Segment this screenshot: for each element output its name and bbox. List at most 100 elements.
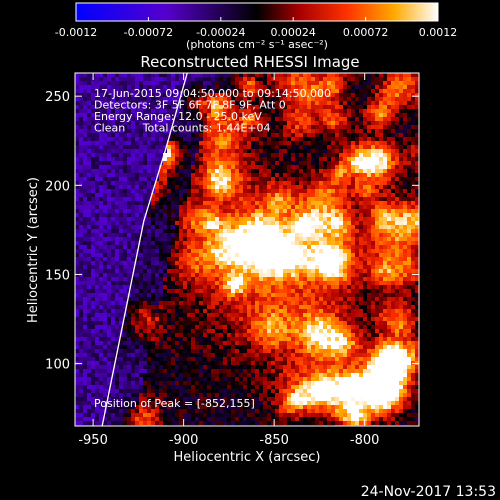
heatmap-cell bbox=[307, 241, 311, 245]
heatmap-cell bbox=[251, 205, 255, 209]
heatmap-cell bbox=[311, 221, 315, 225]
heatmap-cell bbox=[295, 169, 299, 173]
heatmap-cell bbox=[143, 293, 147, 297]
heatmap-cell bbox=[199, 121, 203, 125]
heatmap-cell bbox=[187, 277, 191, 281]
heatmap-cell bbox=[99, 233, 103, 237]
heatmap-cell bbox=[167, 237, 171, 241]
heatmap-cell bbox=[307, 197, 311, 201]
heatmap-cell bbox=[355, 173, 359, 177]
heatmap-cell bbox=[259, 269, 263, 273]
heatmap-cell bbox=[395, 285, 399, 289]
heatmap-cell bbox=[167, 229, 171, 233]
heatmap-cell bbox=[343, 193, 347, 197]
heatmap-cell bbox=[179, 81, 183, 85]
heatmap-cell bbox=[79, 185, 83, 189]
heatmap-cell bbox=[155, 113, 159, 117]
heatmap-cell bbox=[123, 125, 127, 129]
heatmap-cell bbox=[371, 81, 375, 85]
heatmap-cell bbox=[187, 249, 191, 253]
heatmap-cell bbox=[307, 169, 311, 173]
heatmap-cell bbox=[291, 297, 295, 301]
heatmap-cell bbox=[271, 189, 275, 193]
heatmap-cell bbox=[235, 269, 239, 273]
heatmap-cell bbox=[119, 173, 123, 177]
heatmap-cell bbox=[111, 101, 115, 105]
heatmap-cell bbox=[95, 229, 99, 233]
heatmap-cell bbox=[79, 233, 83, 237]
heatmap-cell bbox=[319, 277, 323, 281]
heatmap-cell bbox=[191, 129, 195, 133]
heatmap-cell bbox=[147, 169, 151, 173]
heatmap-cell bbox=[203, 177, 207, 181]
heatmap-cell bbox=[227, 149, 231, 153]
heatmap-cell bbox=[403, 197, 407, 201]
heatmap-cell bbox=[123, 237, 127, 241]
heatmap-cell bbox=[331, 221, 335, 225]
heatmap-cell bbox=[291, 265, 295, 269]
heatmap-cell bbox=[179, 109, 183, 113]
heatmap-cell bbox=[387, 173, 391, 177]
heatmap-cell bbox=[339, 277, 343, 281]
heatmap-cell bbox=[163, 237, 167, 241]
heatmap-cell bbox=[327, 73, 331, 77]
heatmap-cell bbox=[231, 201, 235, 205]
heatmap-cell bbox=[415, 169, 419, 173]
heatmap-cell bbox=[275, 141, 279, 145]
heatmap-cell bbox=[95, 81, 99, 85]
heatmap-cell bbox=[363, 253, 367, 257]
heatmap-cell bbox=[383, 269, 387, 273]
heatmap-cell bbox=[339, 209, 343, 213]
heatmap-cell bbox=[315, 105, 319, 109]
heatmap-cell bbox=[387, 101, 391, 105]
heatmap-cell bbox=[75, 73, 79, 77]
heatmap-cell bbox=[211, 169, 215, 173]
heatmap-cell bbox=[215, 133, 219, 137]
heatmap-cell bbox=[411, 257, 415, 261]
heatmap-cell bbox=[203, 289, 207, 293]
heatmap-cell bbox=[135, 233, 139, 237]
heatmap-cell bbox=[223, 73, 227, 77]
heatmap-cell bbox=[83, 181, 87, 185]
heatmap-cell bbox=[399, 285, 403, 289]
heatmap-cell bbox=[407, 297, 411, 301]
heatmap-cell bbox=[171, 201, 175, 205]
heatmap-cell bbox=[167, 169, 171, 173]
heatmap-cell bbox=[339, 157, 343, 161]
heatmap-cell bbox=[319, 129, 323, 133]
heatmap-cell bbox=[391, 113, 395, 117]
heatmap-cell bbox=[99, 161, 103, 165]
heatmap-cell bbox=[359, 149, 363, 153]
heatmap-cell bbox=[371, 289, 375, 293]
heatmap-cell bbox=[235, 161, 239, 165]
heatmap-cell bbox=[123, 141, 127, 145]
heatmap-cell bbox=[231, 205, 235, 209]
heatmap-cell bbox=[171, 109, 175, 113]
heatmap-cell bbox=[283, 261, 287, 265]
heatmap-cell bbox=[99, 229, 103, 233]
heatmap-cell bbox=[83, 145, 87, 149]
heatmap-cell bbox=[155, 245, 159, 249]
heatmap-cell bbox=[327, 97, 331, 101]
heatmap-cell bbox=[119, 165, 123, 169]
heatmap-cell bbox=[175, 141, 179, 145]
heatmap-cell bbox=[155, 185, 159, 189]
heatmap-cell bbox=[391, 173, 395, 177]
heatmap-cell bbox=[99, 193, 103, 197]
heatmap-cell bbox=[347, 289, 351, 293]
heatmap-cell bbox=[243, 273, 247, 277]
heatmap-cell bbox=[291, 277, 295, 281]
heatmap-cell bbox=[275, 129, 279, 133]
heatmap-cell bbox=[415, 165, 419, 169]
heatmap-cell bbox=[343, 217, 347, 221]
heatmap-cell bbox=[147, 113, 151, 117]
heatmap-cell bbox=[411, 181, 415, 185]
heatmap-cell bbox=[107, 209, 111, 213]
heatmap-cell bbox=[159, 285, 163, 289]
heatmap-cell bbox=[131, 93, 135, 97]
heatmap-cell bbox=[203, 261, 207, 265]
heatmap-cell bbox=[307, 265, 311, 269]
heatmap-cell bbox=[239, 89, 243, 93]
heatmap-cell bbox=[95, 281, 99, 285]
heatmap-cell bbox=[379, 149, 383, 153]
